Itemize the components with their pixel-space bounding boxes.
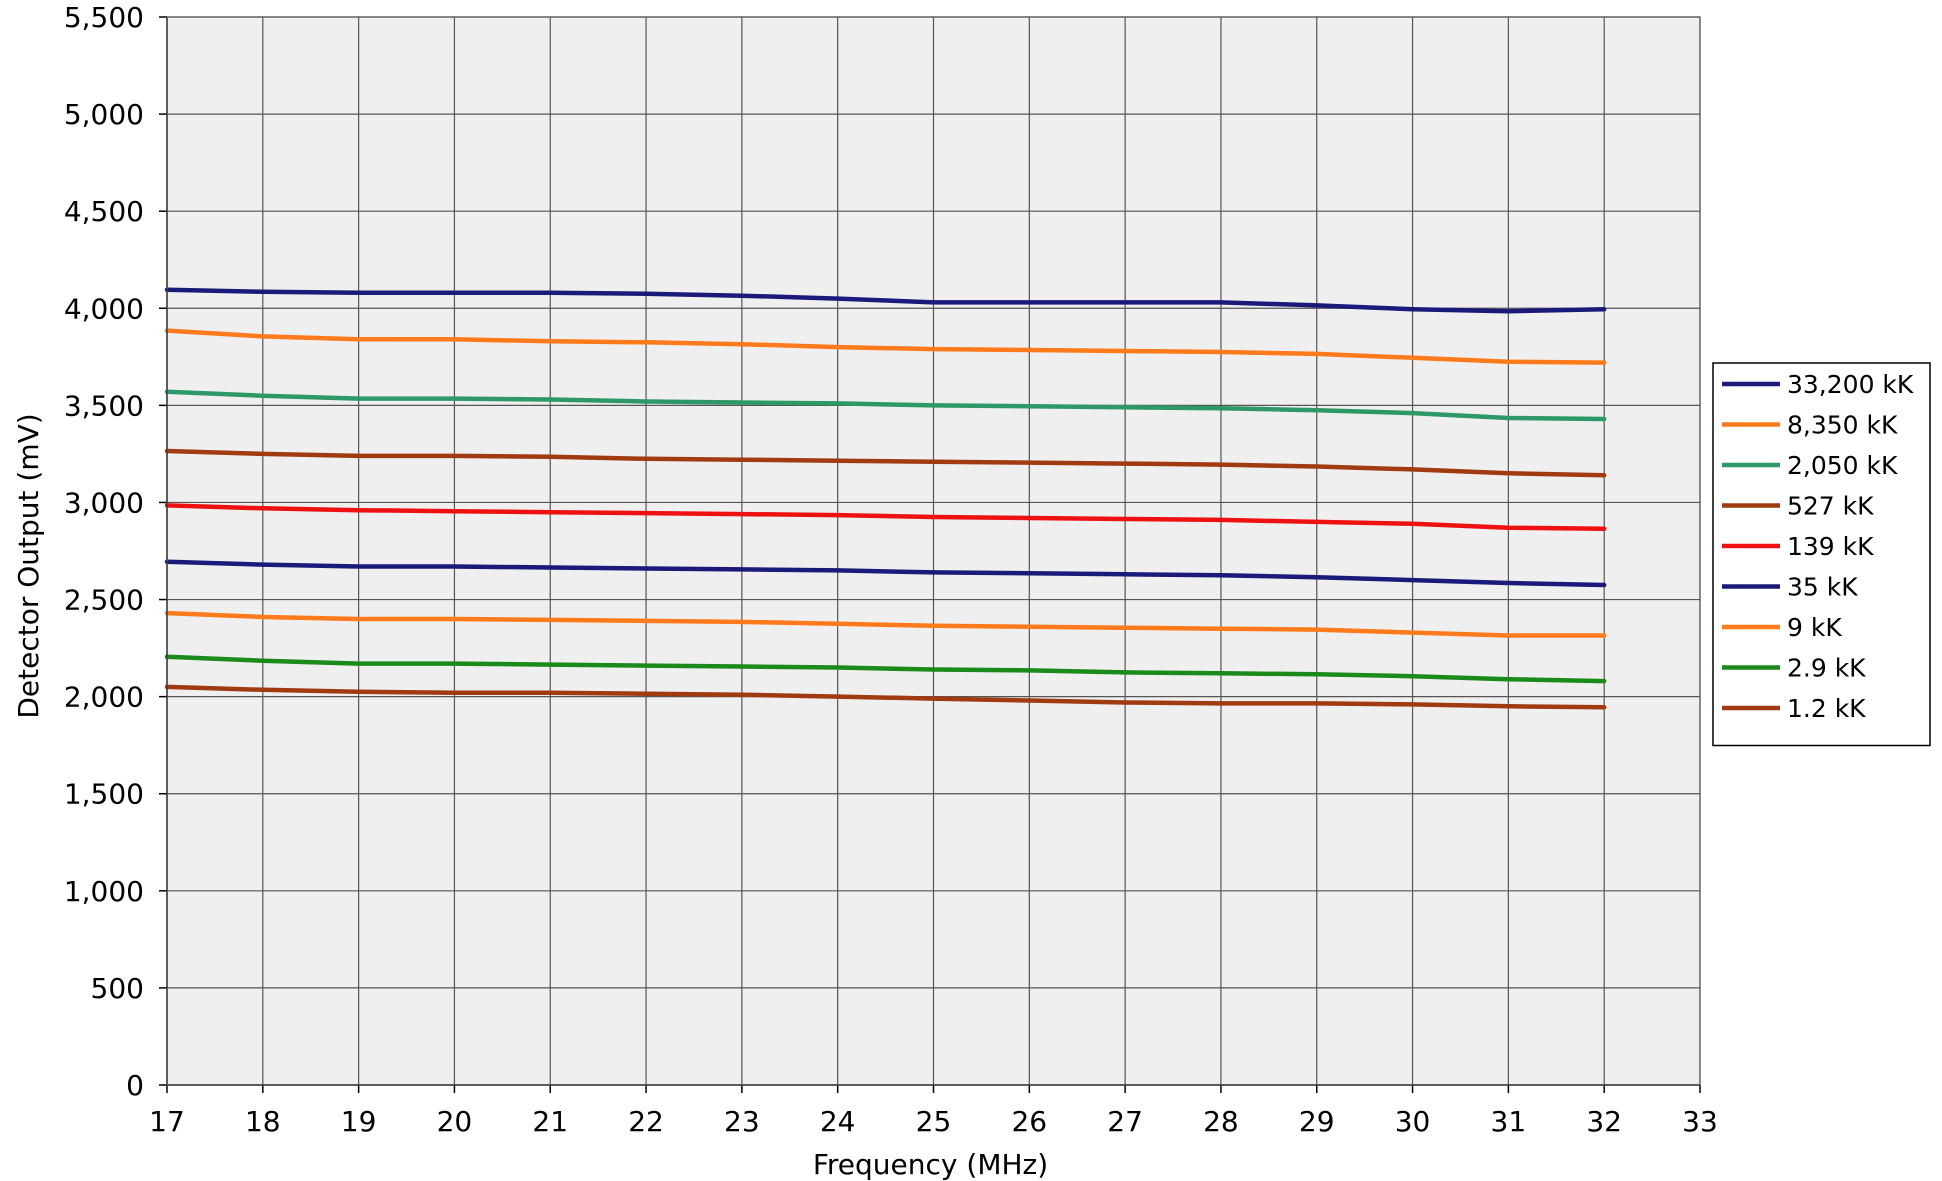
tick-labels: 17 18 19 20 21 22 23 24 25 26 27 28 29 30 31 32 33 0 500 1,… [64, 1, 1718, 1138]
y-tick-label: 2,000 [64, 681, 144, 714]
series-line-2 [164, 328, 1607, 365]
legend-label: 1.2 kK [1787, 694, 1866, 723]
y-tick-label: 5,000 [64, 98, 144, 131]
axes [159, 16, 1701, 1093]
y-tick-label: 2,500 [64, 584, 144, 617]
series-line-6 [164, 559, 1607, 588]
y-tick-label: 1,000 [64, 875, 144, 908]
legend-label: 2.9 kK [1787, 654, 1866, 683]
series-line-9 [164, 684, 1607, 710]
x-tick-label: 23 [724, 1105, 760, 1138]
x-tick-label: 29 [1299, 1105, 1335, 1138]
y-tick-label: 500 [91, 972, 144, 1005]
legend-label: 8,350 kK [1787, 411, 1898, 440]
series-line-4 [164, 448, 1607, 478]
x-tick-label: 27 [1107, 1105, 1143, 1138]
x-tick-label: 24 [820, 1105, 856, 1138]
legend-label: 33,200 kK [1787, 370, 1914, 399]
plot-border [166, 16, 1701, 1086]
legend-label: 35 kK [1787, 573, 1858, 602]
legend-label: 527 kK [1787, 492, 1874, 521]
legend-label: 139 kK [1787, 532, 1874, 561]
series-line-3 [164, 389, 1607, 422]
x-tick-label: 19 [341, 1105, 377, 1138]
series-line-1 [164, 287, 1607, 314]
y-tick-label: 5,500 [64, 1, 144, 34]
series-lines [164, 287, 1607, 710]
y-tick-label: 1,500 [64, 778, 144, 811]
x-axis-title: Frequency (MHz) [813, 1148, 1048, 1181]
series-line-8 [164, 654, 1607, 684]
x-tick-label: 28 [1203, 1105, 1239, 1138]
legend-label: 2,050 kK [1787, 451, 1898, 480]
series-line-7 [164, 610, 1607, 638]
legend: 33,200 kK 8,350 kK 2,050 kK 527 kK 139 kK 35 … [1712, 362, 1931, 747]
x-tick-label: 21 [532, 1105, 568, 1138]
x-tick-label: 22 [628, 1105, 664, 1138]
x-tick-label: 18 [245, 1105, 281, 1138]
y-axis-title: Detector Output (mV) [12, 413, 45, 718]
y-tick-label: 4,500 [64, 195, 144, 228]
x-tick-label: 33 [1682, 1105, 1718, 1138]
x-tick-label: 30 [1395, 1105, 1431, 1138]
x-tick-label: 32 [1586, 1105, 1622, 1138]
y-tick-label: 4,000 [64, 292, 144, 325]
x-tick-label: 25 [916, 1105, 952, 1138]
x-tick-label: 26 [1011, 1105, 1047, 1138]
y-tick-label: 3,000 [64, 486, 144, 519]
x-tick-label: 20 [437, 1105, 473, 1138]
y-tick-label: 0 [126, 1069, 144, 1102]
x-tick-label: 17 [149, 1105, 185, 1138]
series-line-5 [164, 503, 1607, 531]
legend-label: 9 kK [1787, 613, 1842, 642]
x-tick-label: 31 [1491, 1105, 1527, 1138]
y-tick-label: 3,500 [64, 389, 144, 422]
